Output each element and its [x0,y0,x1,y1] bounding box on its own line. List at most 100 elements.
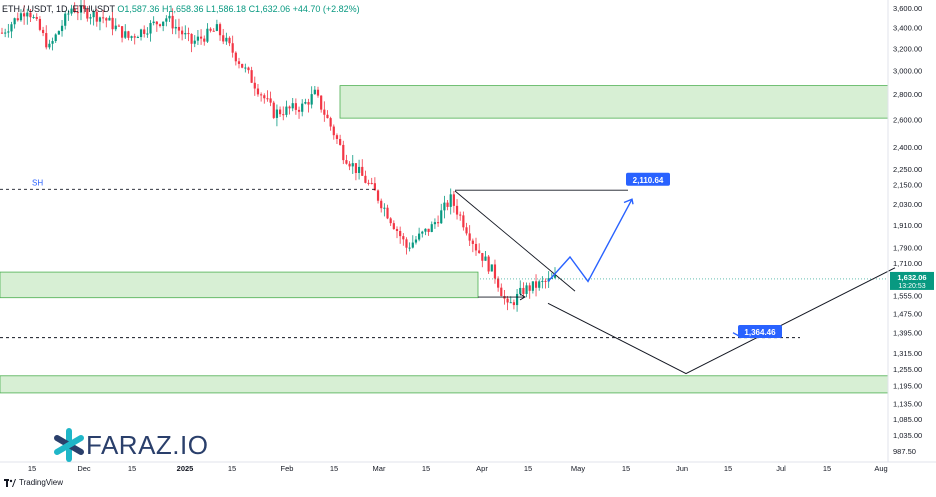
candle [181,26,184,41]
candle [222,28,225,45]
candle [218,22,222,41]
candle [297,106,301,119]
candle [433,218,437,229]
candle [174,19,177,35]
candle-body [70,8,73,14]
candle [345,154,348,165]
time-tick-label: 15 [724,464,732,473]
candle [348,161,351,171]
candle [32,14,35,19]
tradingview-credit[interactable]: TradingView [4,478,63,487]
candle [320,95,323,113]
candle-body [139,29,143,38]
candle [215,19,218,32]
candle-body [484,256,487,261]
candle-body [424,228,427,232]
candle [250,66,253,84]
candle-body [509,302,512,304]
candle [459,211,462,221]
candle-body [117,25,121,27]
candle-body [26,12,29,17]
candle [531,281,534,294]
candle [313,85,316,95]
candle [16,12,19,22]
time-axis[interactable]: 15 Dec 15 2025 15 Feb 15 Mar 15 Apr 15 May 15 Jun 15 Ju… [0,461,936,473]
candle [266,90,269,102]
candle-body [89,17,92,19]
candle-body [19,13,23,21]
candle [57,30,60,35]
candle-body [515,293,519,306]
candle [155,20,158,32]
candle [528,282,531,299]
target-high-label-bg [626,172,670,186]
candle [446,200,449,211]
candle [418,227,421,242]
symbol-name[interactable]: ETH / USDT, 1D, ETHUSDT [2,4,115,14]
symbol-legend: ETH / USDT, 1D, ETHUSDT O1,587.36 H1,658… [2,4,360,14]
candle-body [522,287,525,294]
candle-body [222,35,225,42]
candle [427,228,430,236]
candle-body [266,98,269,100]
candle-body [146,33,149,35]
candle [13,17,16,29]
time-tick-label: 15 [330,464,338,473]
candle [389,217,392,226]
candle [171,8,174,35]
candle [452,191,455,213]
candle [92,9,95,26]
candle-body [60,25,64,32]
candle-body [193,40,196,44]
candle [234,51,237,66]
candle [64,10,67,30]
candle-body [550,277,553,279]
price-axis[interactable]: 3,600.00 3,400.00 3,200.00 3,000.00 2,800.00… [887,0,934,462]
candle-body [171,15,174,29]
candle-body [0,32,4,34]
candle-body [4,32,7,34]
candle [73,2,76,14]
candle [51,37,54,51]
candle [108,15,111,21]
candle [199,29,203,45]
candle [481,252,484,268]
candle-body [206,28,209,42]
candle-body [152,21,155,24]
candle [95,8,98,27]
candle-body [304,102,307,104]
candle-body [244,67,247,69]
candle-body [32,16,35,18]
candle-body [237,61,241,64]
candle [310,86,313,109]
tradingview-logo-icon [4,478,16,487]
candle [440,203,443,224]
candle [41,26,45,37]
candle-body [459,214,462,216]
ohlc-close: C1,632.06 [248,4,291,14]
candle-body [168,15,171,19]
candle-body [297,109,301,112]
candle [301,99,304,117]
candle-body [468,233,471,241]
candle-body [83,5,86,9]
candle [79,0,83,21]
candle-body [98,17,102,22]
time-tick-label: 15 [128,464,136,473]
candle [114,18,117,32]
candle [23,5,26,25]
candle [89,13,92,25]
time-tick-label: 15 [622,464,630,473]
candle-body [506,298,509,303]
candle-body [329,118,332,127]
countdown-text: 13:20:53 [898,283,925,290]
candle [76,5,79,21]
candle-body [165,18,168,22]
candle [149,20,152,42]
candle-body [440,210,443,224]
candle [288,105,291,115]
candle [443,195,446,219]
candle-body [408,247,411,249]
